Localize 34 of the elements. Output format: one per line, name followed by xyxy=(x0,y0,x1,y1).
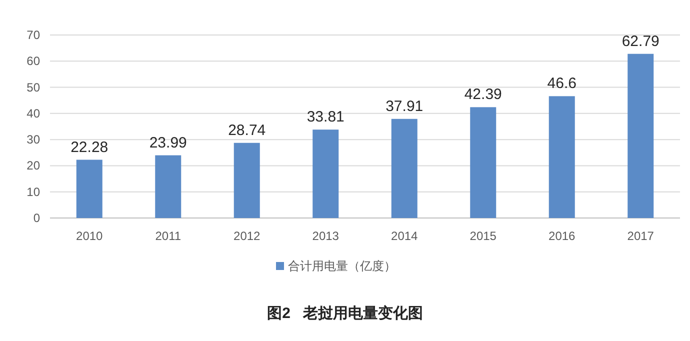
x-tick-label: 2017 xyxy=(627,229,654,243)
data-label: 46.6 xyxy=(547,75,576,92)
y-tick-label: 30 xyxy=(26,132,40,147)
x-tick-label: 2016 xyxy=(548,229,576,243)
data-label: 23.99 xyxy=(149,134,187,152)
y-tick-label: 0 xyxy=(33,211,40,225)
y-tick-label: 40 xyxy=(26,106,40,120)
x-tick-label: 2015 xyxy=(470,229,497,243)
x-tick-label: 2011 xyxy=(155,229,182,243)
x-tick-label: 2014 xyxy=(391,229,418,243)
x-tick-label: 2012 xyxy=(234,229,261,243)
y-tick-label: 60 xyxy=(26,54,40,68)
data-label: 42.39 xyxy=(464,86,502,104)
y-tick-label: 10 xyxy=(26,184,40,199)
y-tick-label: 50 xyxy=(26,80,40,94)
bar xyxy=(548,96,575,218)
x-tick-label: 2010 xyxy=(76,229,104,243)
text: 图2 老挝用电量变化图 xyxy=(267,304,423,322)
y-tick-label: 20 xyxy=(26,158,40,173)
bar xyxy=(76,160,102,218)
bar xyxy=(391,118,418,218)
bar xyxy=(628,54,654,218)
y-tick-label: 70 xyxy=(26,28,40,42)
bar xyxy=(234,142,260,218)
x-tick-label: 2013 xyxy=(312,229,340,243)
legend-label: 合计用电量（亿度） xyxy=(288,259,396,273)
data-label: 22.28 xyxy=(70,138,108,156)
data-label: 28.74 xyxy=(228,122,266,139)
data-label: 33.81 xyxy=(306,108,344,126)
bar xyxy=(470,107,496,218)
bar xyxy=(312,130,339,218)
data-label: 37.91 xyxy=(386,98,424,115)
data-label: 62.79 xyxy=(622,32,660,50)
bar xyxy=(155,155,182,218)
